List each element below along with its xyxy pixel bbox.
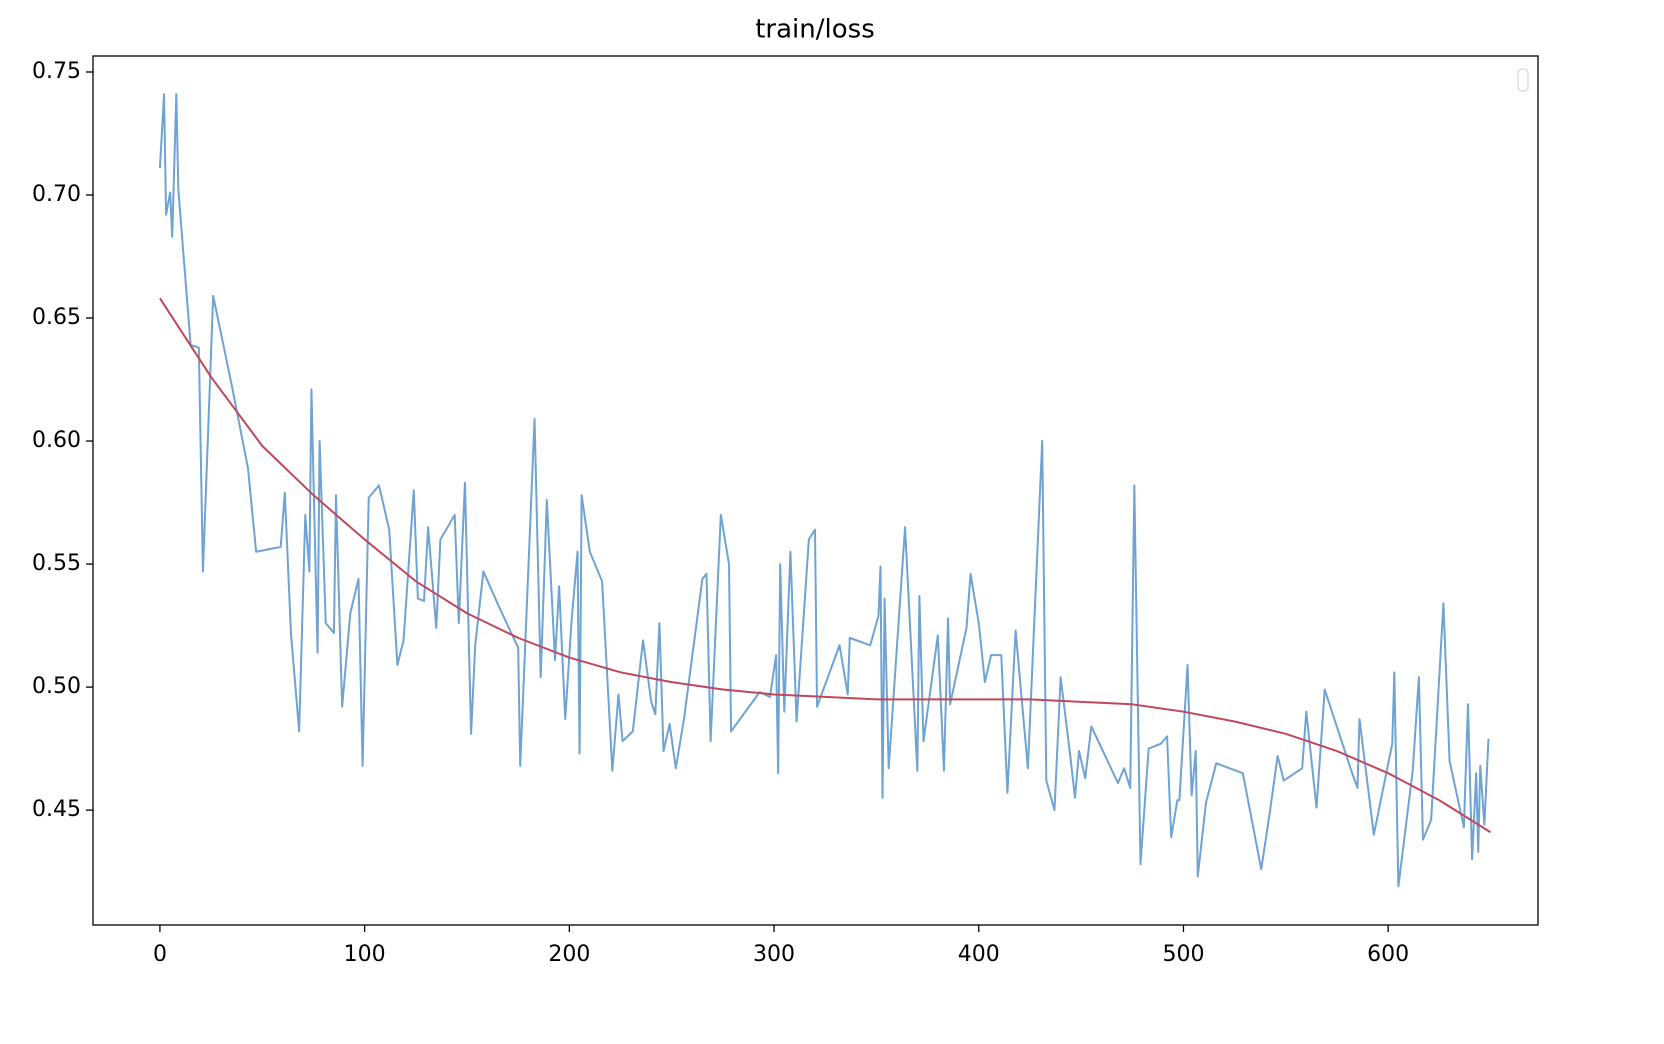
plot-frame (92, 55, 1539, 926)
y-tick-label: 0.50 (32, 674, 81, 699)
data-line (159, 297, 1492, 834)
y-tick-label: 0.70 (32, 182, 81, 207)
y-tick-label: 0.45 (32, 797, 81, 822)
x-tick-label: 0 (153, 942, 167, 967)
x-tick-label: 100 (344, 942, 386, 967)
y-tick-label: 0.60 (32, 428, 81, 453)
x-tick-label: 400 (958, 942, 1000, 967)
x-tick-label: 600 (1367, 942, 1409, 967)
x-tick-label: 500 (1162, 942, 1204, 967)
x-tick-label: 200 (548, 942, 590, 967)
y-tick-label: 0.55 (32, 551, 81, 576)
chart-title: train/loss (755, 15, 875, 45)
x-tick-label: 300 (753, 942, 795, 967)
y-tick-label: 0.65 (32, 305, 81, 330)
legend-box (1517, 68, 1529, 92)
data-line (158, 93, 1490, 888)
y-tick-label: 0.75 (32, 59, 81, 84)
